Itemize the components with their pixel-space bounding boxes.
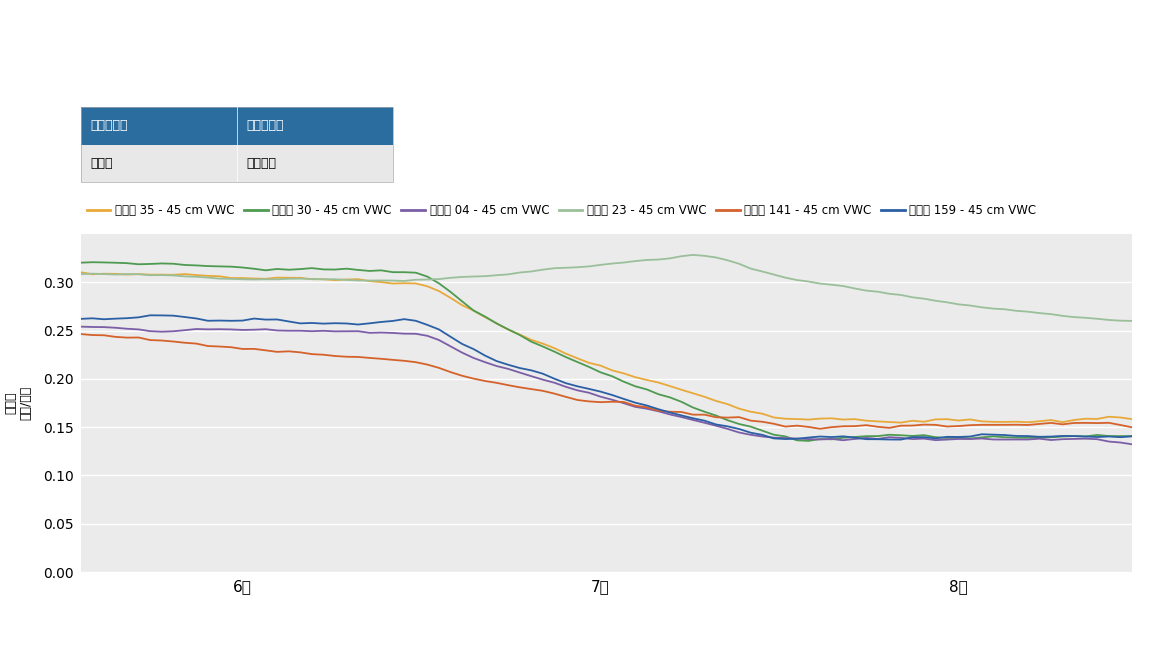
サイト 04 - 45 cm VWC xyxy=(1125,441,1139,448)
サイト 35 - 45 cm VWC xyxy=(894,419,908,426)
サイト 35 - 45 cm VWC xyxy=(917,418,931,426)
Line: サイト 23 - 45 cm VWC: サイト 23 - 45 cm VWC xyxy=(81,255,1132,321)
Legend: サイト 35 - 45 cm VWC, サイト 30 - 45 cm VWC, サイト 04 - 45 cm VWC, サイト 23 - 45 cm VWC, : サイト 35 - 45 cm VWC, サイト 30 - 45 cm VWC, … xyxy=(87,204,1036,217)
Line: サイト 35 - 45 cm VWC: サイト 35 - 45 cm VWC xyxy=(81,272,1132,422)
サイト 04 - 45 cm VWC xyxy=(952,435,966,443)
サイト 159 - 45 cm VWC xyxy=(917,434,931,441)
サイト 04 - 45 cm VWC xyxy=(906,435,919,443)
サイト 159 - 45 cm VWC xyxy=(975,430,989,438)
サイト 159 - 45 cm VWC xyxy=(74,315,88,323)
サイト 141 - 45 cm VWC xyxy=(917,421,931,428)
サイト 35 - 45 cm VWC xyxy=(848,415,862,423)
サイト 141 - 45 cm VWC xyxy=(859,421,873,429)
サイト 23 - 45 cm VWC xyxy=(709,254,723,261)
サイト 04 - 45 cm VWC xyxy=(698,419,711,426)
サイト 30 - 45 cm VWC xyxy=(940,434,954,442)
Line: サイト 30 - 45 cm VWC: サイト 30 - 45 cm VWC xyxy=(81,262,1132,441)
サイト 141 - 45 cm VWC xyxy=(906,422,919,430)
サイト 30 - 45 cm VWC xyxy=(74,259,88,266)
Line: サイト 141 - 45 cm VWC: サイト 141 - 45 cm VWC xyxy=(81,334,1132,429)
サイト 30 - 45 cm VWC xyxy=(1125,432,1139,440)
サイト 30 - 45 cm VWC xyxy=(802,437,815,445)
サイト 159 - 45 cm VWC xyxy=(143,311,157,319)
サイト 23 - 45 cm VWC xyxy=(1125,317,1139,325)
サイト 23 - 45 cm VWC xyxy=(906,293,919,301)
サイト 141 - 45 cm VWC xyxy=(963,421,977,429)
サイト 23 - 45 cm VWC xyxy=(859,287,873,294)
Text: 埴壌土: 埴壌土 xyxy=(90,157,113,170)
サイト 141 - 45 cm VWC xyxy=(813,425,827,433)
サイト 23 - 45 cm VWC xyxy=(929,297,942,305)
サイト 30 - 45 cm VWC xyxy=(929,434,942,441)
サイト 35 - 45 cm VWC xyxy=(698,393,711,400)
サイト 35 - 45 cm VWC xyxy=(929,415,942,423)
サイト 30 - 45 cm VWC xyxy=(871,432,885,440)
Text: 作物の種類: 作物の種類 xyxy=(246,120,284,133)
サイト 04 - 45 cm VWC xyxy=(74,323,88,331)
サイト 30 - 45 cm VWC xyxy=(709,411,723,419)
サイト 159 - 45 cm VWC xyxy=(1125,432,1139,440)
Y-axis label: 水分量
（ヨ/ヨ）: 水分量 （ヨ/ヨ） xyxy=(5,386,32,420)
Bar xyxy=(81,107,393,145)
サイト 35 - 45 cm VWC xyxy=(963,415,977,423)
サイト 30 - 45 cm VWC xyxy=(917,431,931,439)
サイト 04 - 45 cm VWC xyxy=(917,435,931,443)
サイト 159 - 45 cm VWC xyxy=(859,436,873,443)
サイト 23 - 45 cm VWC xyxy=(917,294,931,302)
サイト 35 - 45 cm VWC xyxy=(74,268,88,276)
サイト 04 - 45 cm VWC xyxy=(894,434,908,442)
サイト 35 - 45 cm VWC xyxy=(1125,415,1139,423)
Bar xyxy=(81,145,393,182)
サイト 159 - 45 cm VWC xyxy=(709,421,723,428)
サイト 159 - 45 cm VWC xyxy=(894,436,908,443)
Line: サイト 159 - 45 cm VWC: サイト 159 - 45 cm VWC xyxy=(81,315,1132,439)
サイト 30 - 45 cm VWC xyxy=(975,434,989,441)
サイト 141 - 45 cm VWC xyxy=(74,330,88,338)
サイト 35 - 45 cm VWC xyxy=(906,417,919,424)
サイト 159 - 45 cm VWC xyxy=(940,433,954,441)
サイト 159 - 45 cm VWC xyxy=(929,434,942,442)
サイト 141 - 45 cm VWC xyxy=(929,421,942,429)
Text: 播種小麦: 播種小麦 xyxy=(246,157,276,170)
サイト 23 - 45 cm VWC xyxy=(74,270,88,278)
サイト 23 - 45 cm VWC xyxy=(686,251,700,259)
サイト 23 - 45 cm VWC xyxy=(963,302,977,309)
サイト 141 - 45 cm VWC xyxy=(698,411,711,419)
Text: 土壌の種類: 土壌の種類 xyxy=(90,120,128,133)
サイト 141 - 45 cm VWC xyxy=(1125,423,1139,431)
サイト 30 - 45 cm VWC xyxy=(85,258,99,266)
Line: サイト 04 - 45 cm VWC: サイト 04 - 45 cm VWC xyxy=(81,327,1132,445)
サイト 04 - 45 cm VWC xyxy=(848,435,862,443)
